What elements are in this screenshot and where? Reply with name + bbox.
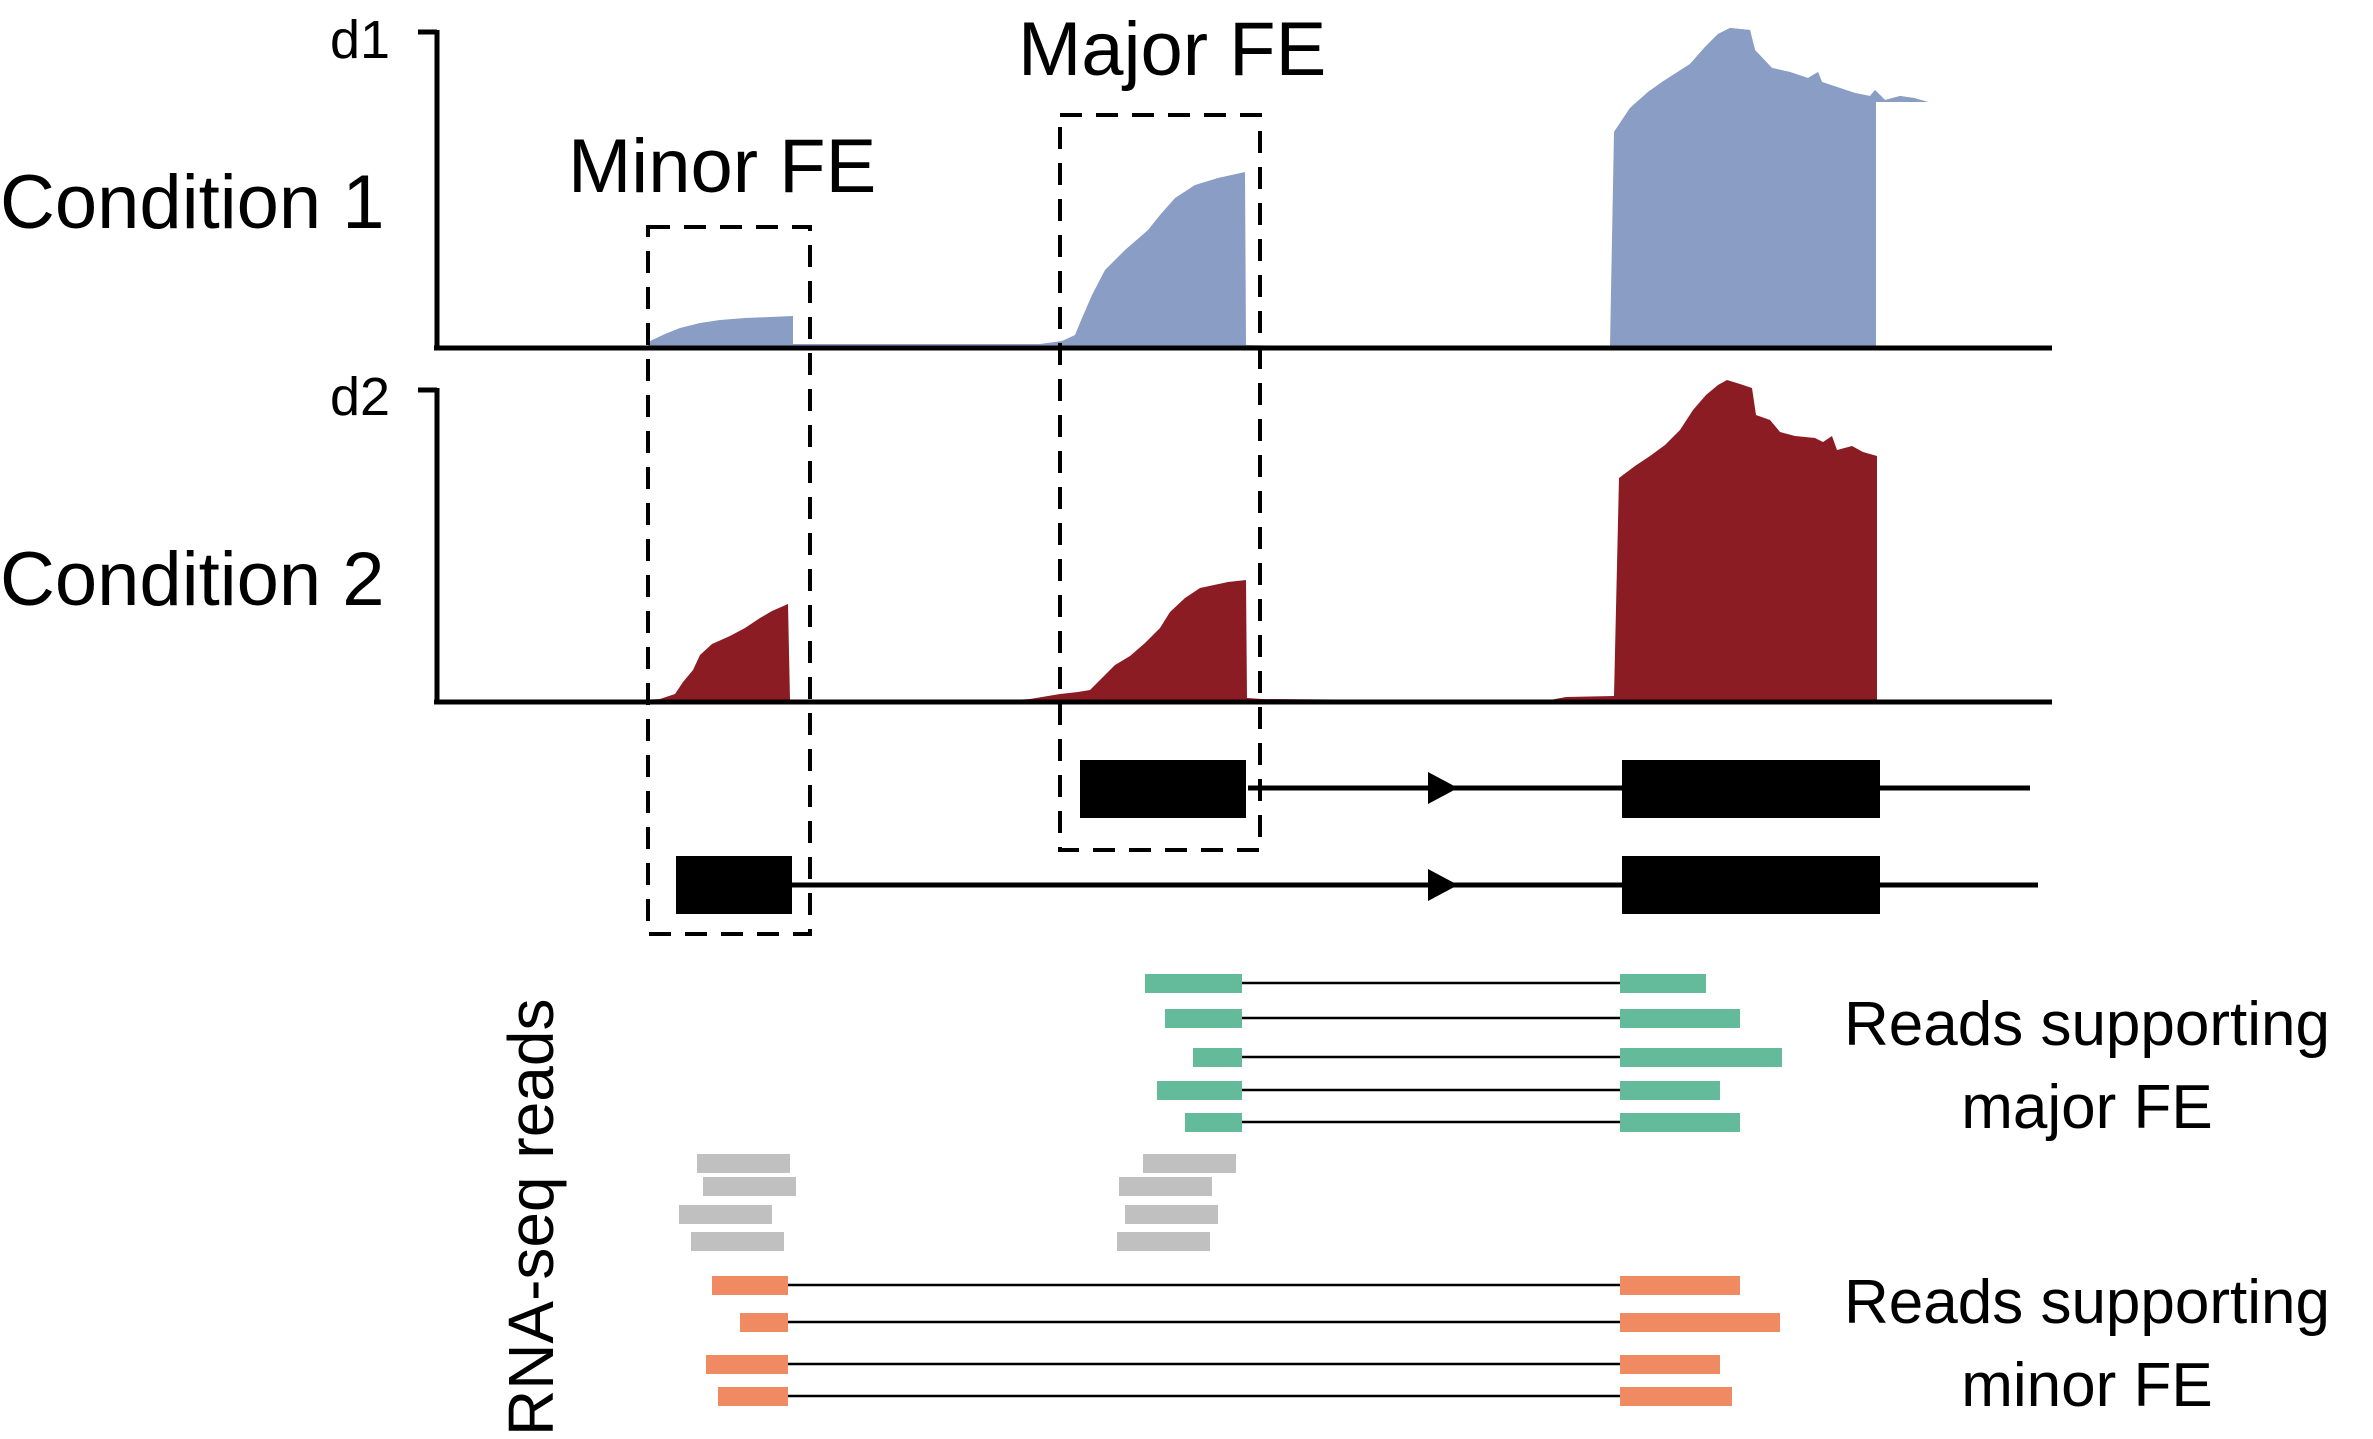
major-caption-line1: Reads supporting <box>1844 990 2330 1059</box>
minor-reads-caption: Reads supporting minor FE <box>1844 1268 2330 1420</box>
track1-coverage-exon3 <box>1614 28 1928 346</box>
unspliced-read <box>1119 1177 1212 1196</box>
minor-reads <box>706 1276 1780 1406</box>
major-read <box>1193 1048 1782 1067</box>
major-reads <box>1145 974 1782 1132</box>
track-condition2: d2 Condition 2 <box>0 367 2052 705</box>
unspliced-read <box>1117 1232 1210 1251</box>
minor-caption-line2: minor FE <box>1961 1351 2212 1420</box>
transcript-major <box>1080 760 2030 818</box>
major-reads-caption: Reads supporting major FE <box>1844 990 2330 1142</box>
track-condition1: d1 Condition 1 <box>0 10 2052 351</box>
unspliced-read <box>1125 1205 1218 1224</box>
unspliced-read <box>1143 1154 1236 1173</box>
unspliced-read <box>703 1177 796 1196</box>
transcript-major-arrow <box>1428 772 1458 804</box>
track2-axis-label: d2 <box>330 367 390 427</box>
minor-read <box>718 1387 1732 1406</box>
major-read <box>1165 1009 1740 1028</box>
minor-fe-dashed-rect <box>646 225 812 936</box>
major-read <box>1185 1113 1740 1132</box>
transcript-minor-exon2 <box>1622 856 1880 914</box>
major-read <box>1157 1081 1720 1100</box>
transcript-minor-exon1 <box>676 856 792 914</box>
unspliced-reads <box>679 1154 1236 1251</box>
transcript-major-exon1 <box>1080 760 1246 818</box>
minor-fe-box: Minor FE <box>568 124 876 936</box>
rna-seq-reads-label: RNA-seq reads <box>495 999 567 1437</box>
track1-condition-label: Condition 1 <box>0 160 385 245</box>
transcript-minor <box>676 856 2038 914</box>
minor-read <box>706 1355 1720 1374</box>
major-caption-line2: major FE <box>1961 1073 2212 1142</box>
major-read <box>1145 974 1706 993</box>
major-fe-box: Major FE <box>1018 7 1326 852</box>
major-fe-label: Major FE <box>1018 7 1326 92</box>
unspliced-read <box>691 1232 784 1251</box>
minor-read <box>712 1276 1740 1295</box>
track2-coverage <box>560 380 1877 702</box>
transcript-minor-arrow <box>1428 869 1458 901</box>
unspliced-read <box>697 1154 790 1173</box>
minor-caption-line1: Reads supporting <box>1844 1268 2330 1337</box>
unspliced-read <box>679 1205 772 1224</box>
track1-axis-label: d1 <box>330 10 390 70</box>
minor-read <box>740 1313 1780 1332</box>
transcript-major-exon2 <box>1622 760 1880 818</box>
minor-fe-label: Minor FE <box>568 124 876 209</box>
track2-condition-label: Condition 2 <box>0 537 385 622</box>
